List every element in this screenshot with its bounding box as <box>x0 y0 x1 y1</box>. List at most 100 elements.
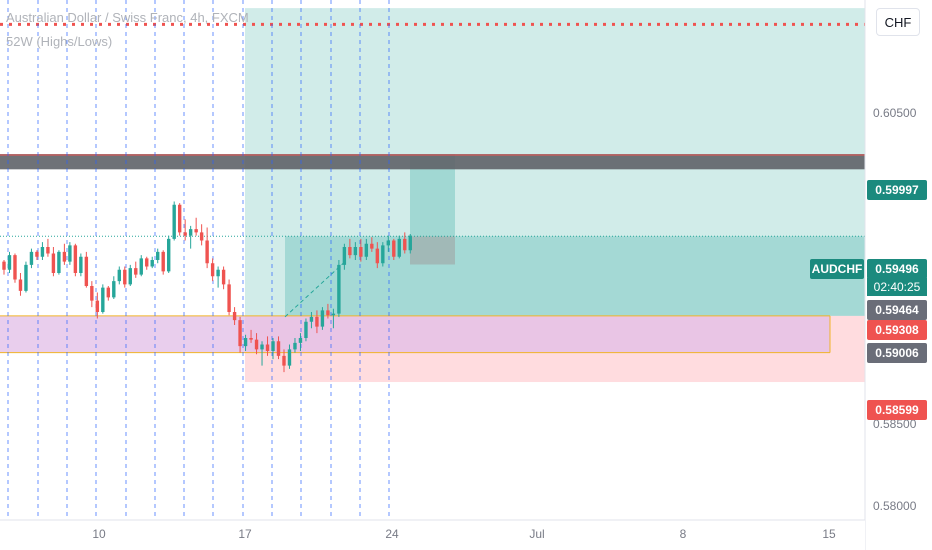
price-tag <box>867 400 927 420</box>
candle-body <box>271 341 275 351</box>
candle-body <box>238 320 242 347</box>
symbol-tag-label: AUDCHF <box>812 262 863 276</box>
candle-body <box>337 264 341 314</box>
candle-body <box>320 310 325 327</box>
support-zone <box>0 315 830 353</box>
x-tick-label: 24 <box>385 527 399 541</box>
candle-body <box>298 338 303 343</box>
candle-body <box>260 344 264 350</box>
candle-body <box>167 238 171 272</box>
candle-body <box>35 251 39 257</box>
candle-body <box>90 286 94 301</box>
price-tag-label: 0.59006 <box>875 346 919 360</box>
candle-body <box>304 321 308 338</box>
candle-body <box>156 251 160 260</box>
candle-body <box>62 251 67 262</box>
price-tag-label: 0.59997 <box>875 183 919 197</box>
candle-body <box>221 269 226 285</box>
candle-body <box>101 287 105 312</box>
symbol-title: Australian Dollar / Swiss Franc, 4h, FXC… <box>6 10 249 25</box>
price-tag-label: 0.59464 <box>875 303 919 317</box>
candle-body <box>84 256 89 286</box>
candle-body <box>194 229 198 233</box>
candle-body <box>128 268 132 285</box>
candle-body <box>68 245 72 262</box>
currency-button[interactable]: CHF <box>876 8 920 36</box>
candle-body <box>364 243 369 257</box>
candle-body <box>331 313 336 316</box>
candle-body <box>123 269 127 285</box>
price-tag-label: 0.59308 <box>875 323 919 337</box>
price-tag <box>867 343 927 363</box>
candle-body <box>57 251 61 273</box>
candle-body <box>276 341 281 356</box>
candle-body <box>134 268 138 275</box>
candle-body <box>145 258 149 267</box>
candle-body <box>205 240 209 264</box>
candle-body <box>177 204 182 233</box>
candle-body <box>359 247 363 257</box>
candle-body <box>375 248 380 264</box>
price-tag-label: 0.58599 <box>875 403 919 417</box>
candle-body <box>348 247 352 256</box>
candle-body <box>249 338 253 340</box>
candle-body <box>353 247 358 256</box>
candle-body <box>227 284 231 312</box>
candle-body <box>2 261 6 270</box>
candle-body <box>112 281 116 298</box>
candle-body <box>24 264 28 291</box>
candle-body <box>309 316 314 322</box>
price-tag <box>867 320 927 340</box>
candle-body <box>79 256 83 273</box>
x-tick-label: 15 <box>822 527 836 541</box>
time-axis <box>0 520 865 550</box>
x-tick-label: 8 <box>680 527 687 541</box>
candle-body <box>73 245 78 273</box>
candle-body <box>150 260 154 267</box>
candle-body <box>29 251 34 265</box>
candle-body <box>315 316 319 327</box>
countdown-label: 02:40:25 <box>874 280 921 294</box>
symbol-tag <box>810 259 864 279</box>
candle-body <box>293 342 297 350</box>
candle-body <box>342 247 347 265</box>
candle-body <box>243 338 248 347</box>
candle-body <box>199 232 204 241</box>
x-tick-label: Jul <box>529 527 544 541</box>
candle-body <box>210 263 215 277</box>
candle-body <box>7 255 12 270</box>
indicator-label: 52W (Highs/Lows) <box>6 34 113 49</box>
candle-body <box>403 238 407 251</box>
candle-body <box>18 279 23 291</box>
y-tick-label: 0.58000 <box>873 499 917 513</box>
candle-body <box>232 312 237 321</box>
candle-body <box>370 243 374 249</box>
candle-body <box>117 269 121 282</box>
candle-body <box>287 349 292 366</box>
candle-body <box>139 258 143 275</box>
candle-body <box>326 310 330 316</box>
y-tick-label: 0.58500 <box>873 417 917 431</box>
x-tick-label: 17 <box>238 527 252 541</box>
price-tag <box>867 180 927 200</box>
trade-stop-box <box>410 236 455 265</box>
candle-body <box>46 247 50 254</box>
candle-body <box>161 251 165 272</box>
candle-body <box>40 247 45 257</box>
candle-body <box>172 204 176 239</box>
price-tag <box>867 300 927 320</box>
x-tick-label: 10 <box>92 527 106 541</box>
candle-body <box>408 235 412 251</box>
candle-body <box>265 344 270 351</box>
candle-body <box>386 240 390 246</box>
candle-body <box>381 245 385 264</box>
candle-body <box>282 355 286 366</box>
candle-body <box>51 253 56 273</box>
resistance-band <box>0 154 865 170</box>
candle-body <box>216 269 220 277</box>
candle-body <box>188 229 193 236</box>
candle-body <box>183 232 187 236</box>
candle-body <box>397 238 401 257</box>
